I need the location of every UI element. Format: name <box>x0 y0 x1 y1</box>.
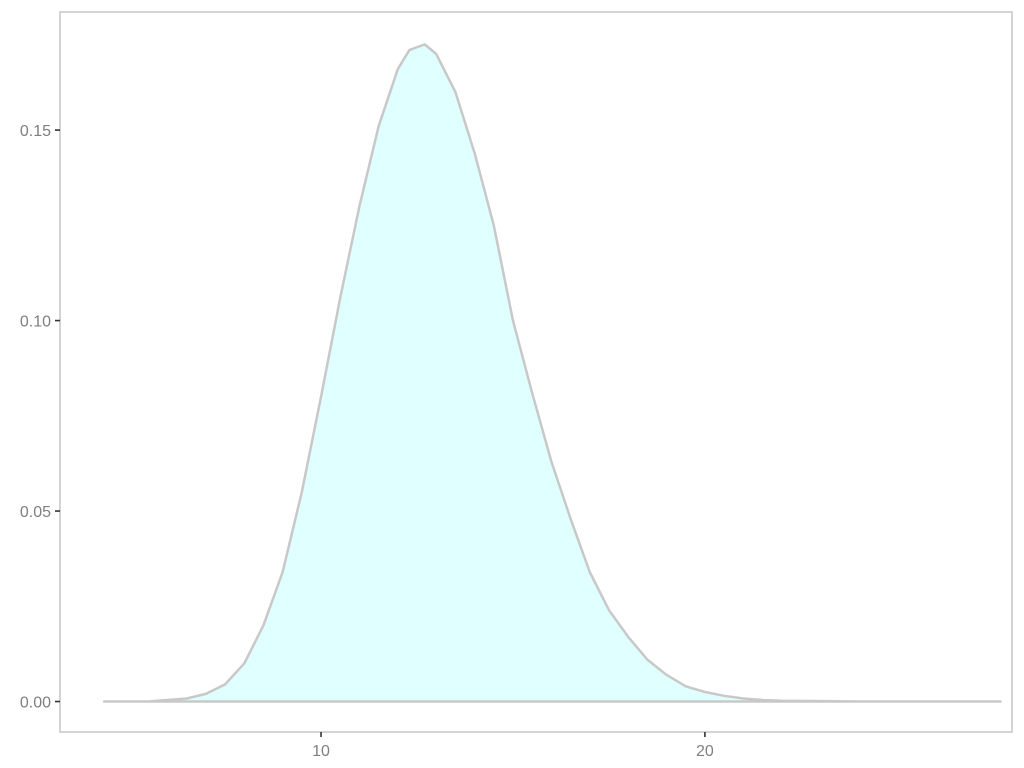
panel-border <box>59 11 1013 733</box>
y-tick-label: 0.00 <box>20 695 51 712</box>
x-tick-label: 20 <box>696 743 714 760</box>
density-area-0 <box>102 43 1002 703</box>
x-tick-label: 10 <box>312 743 330 760</box>
y-tick-label: 0.10 <box>20 314 51 331</box>
y-tick-label: 0.05 <box>20 504 51 521</box>
y-tick-label: 0.15 <box>20 123 51 140</box>
